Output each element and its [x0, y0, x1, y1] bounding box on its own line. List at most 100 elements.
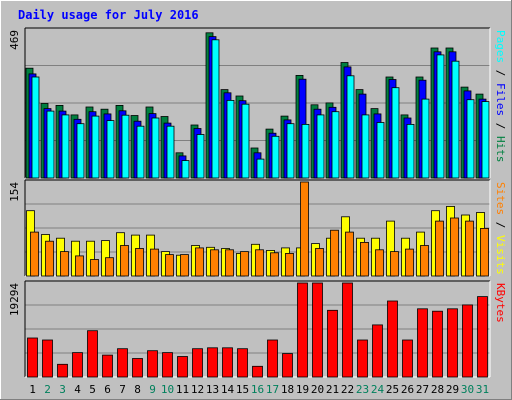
bar-sites: [150, 248, 159, 277]
bar-sites: [120, 245, 129, 277]
day-label: 16: [251, 383, 264, 396]
bar-kbytes: [417, 308, 428, 378]
bar-pages: [316, 114, 325, 179]
day-label: 31: [476, 383, 489, 396]
bar-sites: [465, 220, 474, 277]
day-label: 15: [236, 383, 249, 396]
bar-sites: [435, 220, 444, 277]
bar-sites: [480, 227, 489, 277]
bar-sites: [225, 249, 234, 277]
day-label: 25: [386, 383, 399, 396]
day-label: 17: [266, 383, 279, 396]
bar-kbytes: [432, 310, 443, 378]
bar-sites: [105, 257, 114, 277]
legend-kbytes: KBytes: [494, 283, 507, 323]
bar-pages: [436, 54, 445, 179]
bar-kbytes: [387, 300, 398, 378]
day-label: 14: [221, 383, 235, 396]
legend-pages: Pages: [494, 30, 507, 63]
bar-pages: [226, 100, 235, 179]
bar-pages: [301, 124, 310, 179]
bar-sites: [90, 259, 99, 277]
bar-pages: [406, 124, 415, 179]
chart-title: Daily usage for July 2016: [18, 8, 199, 22]
day-label: 1: [29, 383, 36, 396]
bar-kbytes: [87, 330, 98, 378]
bar-pages: [376, 122, 385, 179]
day-label: 19: [296, 383, 309, 396]
bar-pages: [76, 123, 85, 179]
bar-pages: [391, 87, 400, 179]
day-label: 18: [281, 383, 294, 396]
bar-kbytes: [132, 358, 143, 378]
bar-pages: [181, 160, 190, 179]
bar-pages: [451, 60, 460, 179]
bar-pages: [61, 114, 70, 179]
day-label: 22: [341, 383, 354, 396]
day-label: 4: [74, 383, 81, 396]
axis-max-label: 154: [8, 182, 21, 202]
panel-visits-sites: 154 Sites / Visits: [8, 179, 507, 277]
bar-kbytes: [402, 339, 413, 378]
legend-separator: /: [494, 63, 507, 76]
day-label: 30: [461, 383, 474, 396]
day-label: 11: [176, 383, 189, 396]
bar-kbytes: [147, 350, 158, 378]
day-label: 3: [59, 383, 66, 396]
bar-pages: [106, 120, 115, 179]
bar-sites: [330, 229, 339, 277]
day-label: 8: [134, 383, 141, 396]
bar-kbytes: [462, 304, 473, 378]
bar-sites: [30, 231, 39, 277]
bar-sites: [285, 252, 294, 277]
bar-kbytes: [192, 348, 203, 378]
axis-max-label: 469: [8, 30, 21, 50]
bar-kbytes: [477, 296, 488, 378]
bar-sites: [240, 251, 249, 277]
bar-sites: [45, 240, 54, 277]
bar-kbytes: [237, 348, 248, 378]
panel-hits-files-pages: 469 Pages / Files / Hits: [8, 27, 507, 179]
legend-separator: /: [494, 116, 507, 129]
legend-visits: Visits: [494, 228, 507, 274]
bar-kbytes: [327, 309, 338, 378]
bar-pages: [151, 117, 160, 179]
legend-sites: Sites: [494, 182, 507, 215]
bar-kbytes: [42, 339, 53, 378]
bar-pages: [211, 39, 220, 179]
bar-kbytes: [222, 347, 233, 378]
legend-separator: /: [494, 215, 507, 228]
day-label: 10: [161, 383, 174, 396]
bar-kbytes: [117, 348, 128, 378]
day-label: 27: [416, 383, 429, 396]
bar-pages: [31, 76, 40, 179]
bar-kbytes: [27, 337, 38, 378]
bar-kbytes: [207, 347, 218, 378]
bar-sites: [405, 248, 414, 277]
bar-pages: [196, 134, 205, 179]
bar-kbytes: [252, 365, 263, 378]
legend: KBytes: [494, 283, 507, 323]
legend: Sites / Visits: [494, 182, 507, 275]
bar-pages: [46, 110, 55, 179]
bar-sites: [270, 252, 279, 277]
bar-kbytes: [342, 282, 353, 378]
day-label: 23: [356, 383, 369, 396]
bar-sites: [210, 249, 219, 277]
day-label: 26: [401, 383, 414, 396]
day-label: 12: [191, 383, 204, 396]
bar-kbytes: [267, 339, 278, 378]
bar-sites: [375, 249, 384, 277]
bar-kbytes: [162, 352, 173, 378]
bar-sites: [75, 255, 84, 277]
panel-kbytes: 19294 KBytes: [8, 280, 507, 378]
bar-pages: [166, 125, 175, 179]
bar-sites: [360, 241, 369, 277]
bar-sites: [300, 181, 309, 277]
chart-panels: 469 Pages / Files / Hits 154 Sites / Visits…: [8, 27, 507, 378]
bar-pages: [271, 135, 280, 179]
day-label: 20: [311, 383, 324, 396]
axis-max-label: 19294: [8, 283, 21, 316]
bar-pages: [136, 125, 145, 179]
